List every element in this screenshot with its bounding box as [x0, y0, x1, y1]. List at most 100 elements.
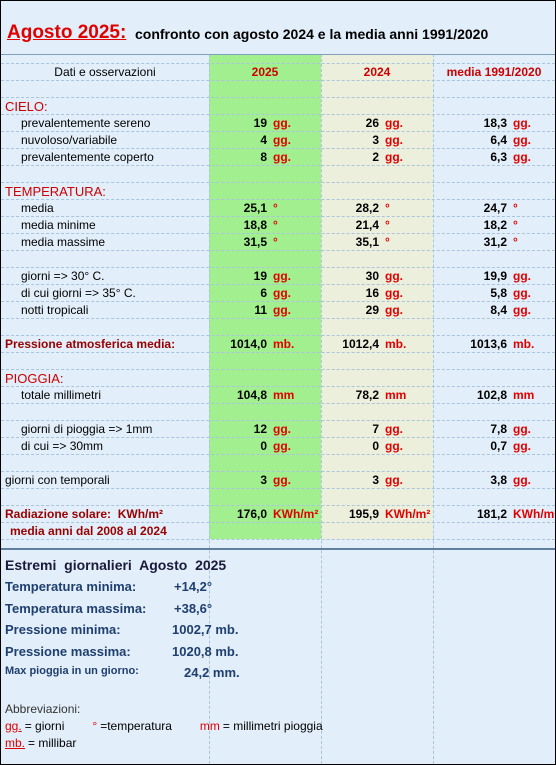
grid-line [1, 165, 555, 166]
row-label: di cui => 30mm [21, 439, 104, 453]
abbr-text: = giorni [24, 718, 65, 733]
cell-value: 29 [365, 303, 379, 317]
cell-unit: KWh/m² [273, 507, 319, 521]
cell-value: 11 [254, 303, 267, 317]
cell-unit: gg. [385, 286, 403, 300]
grid-line [1, 199, 555, 200]
cell-unit: gg. [385, 269, 403, 283]
cell-unit: gg. [513, 133, 531, 147]
cell-unit: gg. [273, 473, 291, 487]
grid-line [1, 284, 555, 285]
cell-value: 26 [365, 116, 379, 130]
abbr-text: = millimetri pioggia [222, 718, 323, 733]
extreme-value: 24,2 mm. [184, 665, 240, 680]
cell-value: 102,8 [476, 388, 507, 402]
grid-line [1, 471, 555, 472]
section-heading: CIELO: [5, 99, 48, 114]
cell-value: 8 [260, 150, 267, 164]
cell-unit: KWh/m² [385, 507, 431, 521]
cell-unit: mb. [273, 337, 295, 351]
row-label: media [21, 201, 54, 215]
cell-value: 35,1 [355, 235, 379, 249]
cell-unit: gg. [385, 473, 403, 487]
row-label: prevalentemente coperto [21, 150, 154, 164]
cell-unit: ° [513, 235, 518, 249]
cell-value: 4 [260, 133, 267, 147]
cell-value: 6,4 [490, 133, 507, 147]
cell-value: 78,2 [355, 388, 379, 402]
cell-value: 7,8 [490, 422, 507, 436]
grid-line [1, 437, 555, 438]
cell-unit: gg. [385, 303, 403, 317]
cell-value: 176,0 [236, 507, 267, 521]
abbr-text: =temperatura [100, 718, 172, 733]
grid-line [1, 386, 555, 387]
grid-line [1, 420, 555, 421]
cell-unit: gg. [513, 439, 531, 453]
grid-line [1, 182, 555, 183]
abbr: ° [92, 718, 98, 733]
cell-unit: ° [385, 201, 390, 215]
cell-unit: gg. [273, 133, 291, 147]
cell-value: 19,9 [483, 269, 507, 283]
cell-unit: gg. [273, 303, 291, 317]
cell-value: 25,1 [243, 201, 267, 215]
grid-line [1, 267, 555, 268]
cell-unit: gg. [273, 286, 291, 300]
cell-unit: gg. [385, 439, 403, 453]
grid-line [1, 505, 555, 506]
cell-unit: ° [513, 218, 518, 232]
extreme-value: 1020,8 mb. [172, 643, 239, 659]
grid-line [1, 97, 555, 98]
cell-unit: ° [273, 218, 278, 232]
abbr-title: Abbreviazioni: [5, 701, 81, 716]
cell-value: 1013,6 [470, 337, 507, 351]
grid-line [1, 369, 555, 370]
grid-line [1, 114, 555, 115]
cell-unit: ° [273, 201, 278, 215]
extreme-value: 1002,7 mb. [172, 622, 239, 637]
cell-value: 30 [365, 269, 379, 283]
grid-line [209, 54, 210, 764]
row-label: giorni => 30° C. [21, 269, 105, 283]
cell-value: 31,5 [243, 235, 267, 249]
cell-unit: gg. [273, 150, 291, 164]
cell-unit: ° [385, 218, 390, 232]
grid-line [1, 80, 555, 81]
extreme-label: Pressione massima: [5, 643, 131, 659]
grid-line [1, 539, 555, 540]
row-label: media massime [21, 235, 106, 249]
cell-unit: mm [273, 388, 295, 402]
cell-value: 1012,4 [342, 337, 379, 351]
row-label: prevalentemente sereno [21, 116, 151, 130]
grid-line [1, 548, 555, 550]
cell-unit: mm [385, 388, 407, 402]
abbr-text: = millibar [28, 735, 77, 750]
grid-line [1, 301, 555, 302]
cell-unit: gg. [273, 116, 291, 130]
cell-value: 18,3 [483, 116, 507, 130]
grid-line [1, 216, 555, 217]
cell-value: 21,4 [355, 218, 379, 232]
grid-line [1, 488, 555, 489]
note: media anni dal 2008 al 2024 [10, 524, 167, 538]
row-label: giorni di pioggia => 1mm [21, 422, 153, 436]
grid-line [1, 403, 555, 404]
cell-value: 31,2 [483, 235, 507, 249]
grid-line [1, 63, 555, 64]
column-header: Dati e osservazioni [54, 65, 156, 79]
year-header: 2024 [363, 65, 391, 79]
row-label: Radiazione solare: KWh/m² [5, 507, 164, 521]
cell-unit: mm [513, 388, 535, 402]
cell-value: 3 [372, 473, 379, 487]
title-rest: confronto con agosto 2024 e la media ann… [135, 26, 489, 42]
grid-line [1, 131, 555, 132]
cell-value: 24,7 [483, 201, 507, 215]
extremes-heading: Estremi giornalieri Agosto 2025 [5, 557, 227, 573]
title-main: Agosto 2025: [7, 22, 127, 43]
cell-value: 19 [253, 269, 267, 283]
cell-value: 1014,0 [230, 337, 267, 351]
row-label: media minime [21, 218, 96, 232]
cell-value: 28,2 [355, 201, 379, 215]
extreme-label: Temperatura minima: [5, 579, 137, 594]
